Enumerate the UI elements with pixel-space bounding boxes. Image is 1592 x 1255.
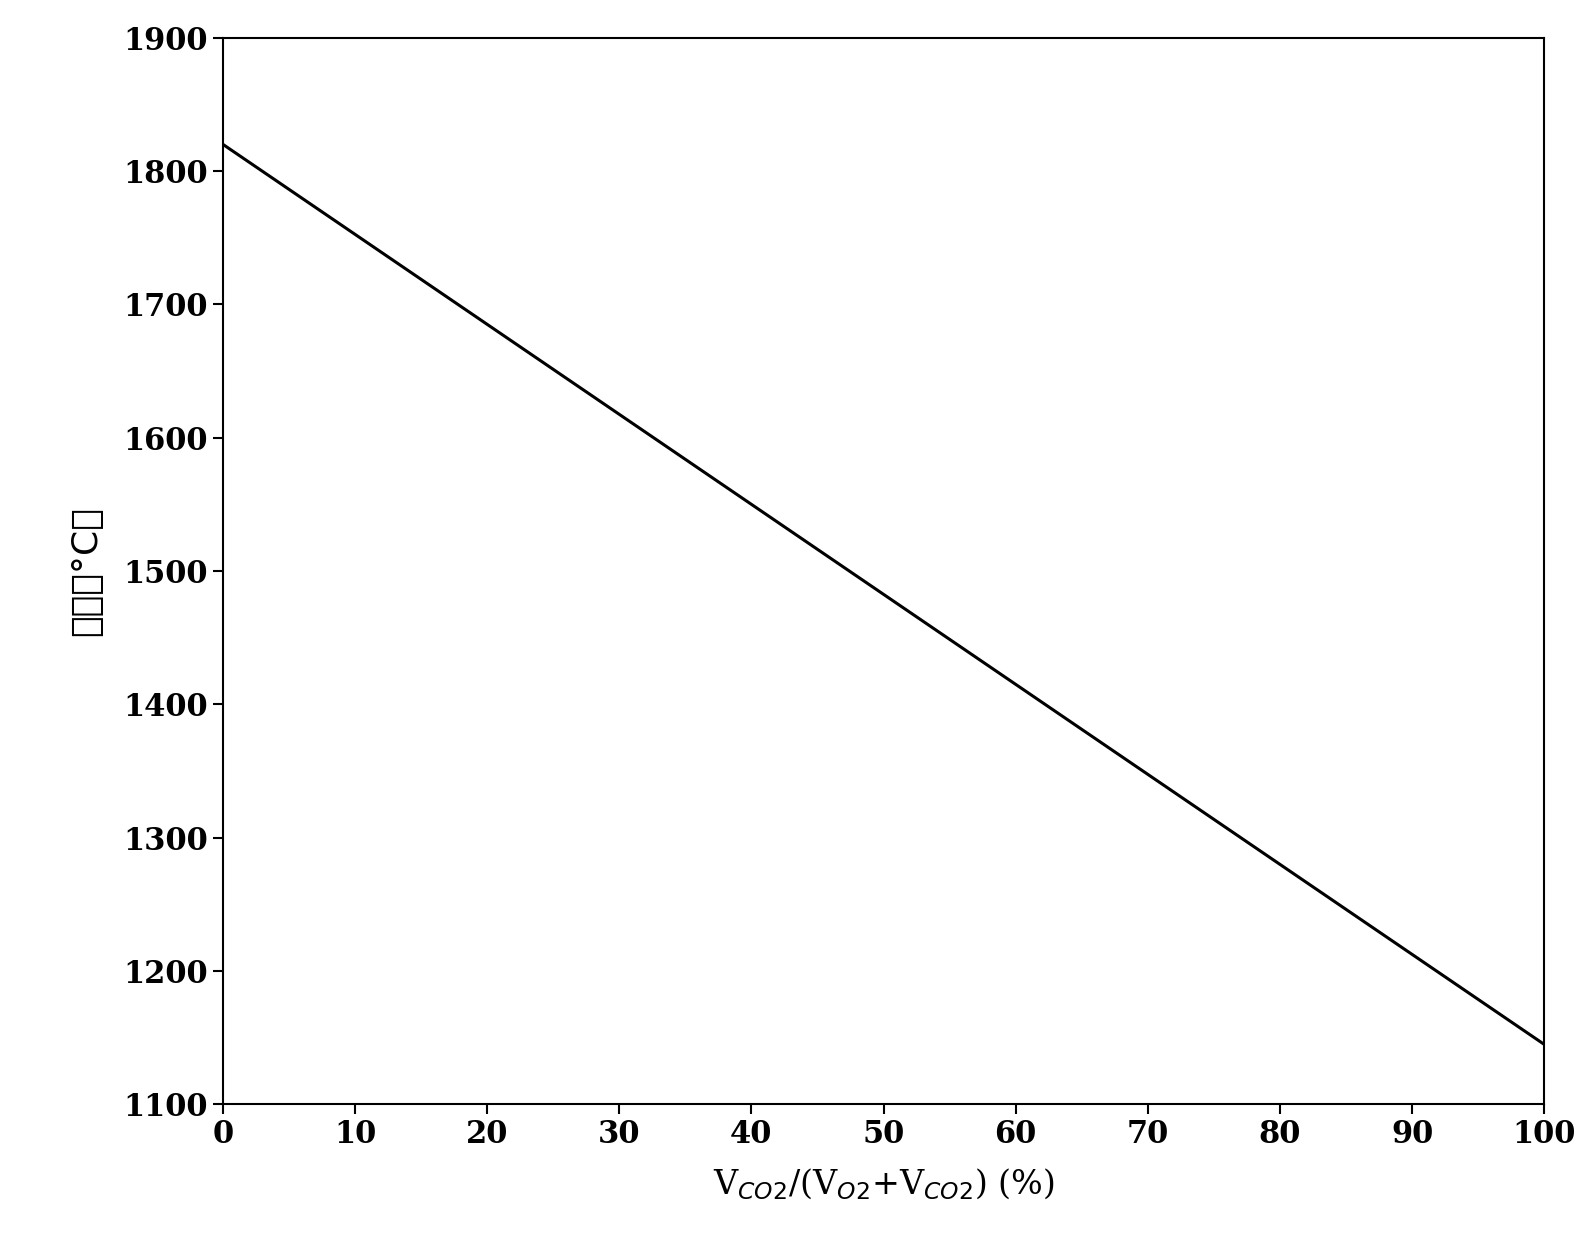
X-axis label: V$_{CO2}$/(V$_{O2}$+V$_{CO2}$) (%): V$_{CO2}$/(V$_{O2}$+V$_{CO2}$) (%) [713,1167,1054,1202]
Y-axis label: 温度（°C）: 温度（°C） [68,506,103,636]
